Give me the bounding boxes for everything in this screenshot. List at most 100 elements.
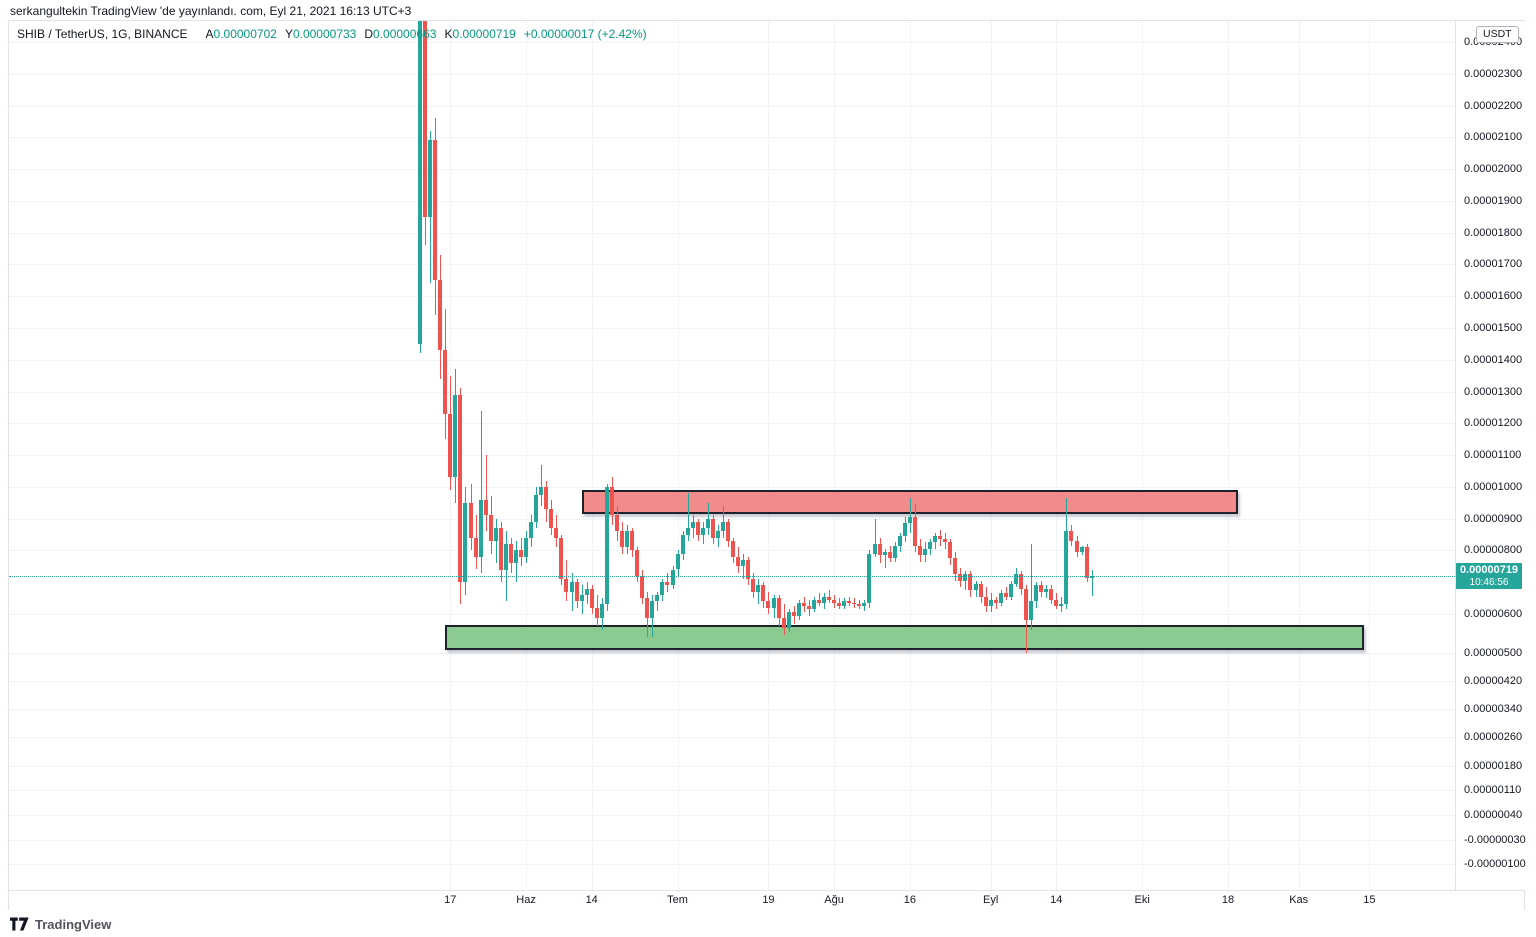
candle-body	[726, 521, 730, 541]
price-tick-label: 0.00000600	[1464, 608, 1523, 620]
v-gridline	[991, 21, 992, 890]
candle-body	[797, 602, 801, 616]
candle-body	[479, 499, 483, 557]
candle-body	[691, 521, 695, 529]
candle-body	[640, 575, 644, 599]
support-box[interactable]	[445, 625, 1365, 650]
h-gridline	[9, 423, 1455, 425]
tradingview-logo-icon[interactable]	[10, 917, 29, 931]
candle-body	[716, 531, 720, 538]
v-gridline	[592, 21, 593, 890]
price-tick-label: 0.00002000	[1464, 163, 1523, 176]
candle-body	[564, 579, 568, 592]
candle-wick	[819, 593, 820, 607]
candle-body	[857, 604, 861, 607]
candle-body	[1024, 588, 1028, 620]
candle-body	[499, 528, 503, 570]
h-gridline	[9, 391, 1455, 393]
symbol-title: SHIB / TetherUS, 1G, BINANCE	[17, 27, 188, 41]
candle-body	[842, 601, 846, 607]
chart-widget: SHIB / TetherUS, 1G, BINANCE A0.00000702 Y…	[8, 20, 1526, 910]
candle-body	[1034, 585, 1038, 602]
candle-body	[837, 602, 841, 607]
candle-body	[469, 502, 473, 538]
candle-body	[787, 612, 791, 628]
candle-body	[605, 486, 609, 605]
h-gridline	[9, 264, 1455, 266]
h-gridline	[9, 105, 1455, 107]
h-gridline	[9, 737, 1455, 739]
candle-body	[883, 552, 887, 556]
price-tick-label: 0.00000260	[1464, 731, 1523, 744]
candle-body	[539, 486, 543, 495]
candle-body	[575, 582, 579, 602]
v-gridline	[1056, 21, 1057, 890]
candle-body	[509, 544, 513, 564]
candle-body	[756, 585, 760, 592]
candle-body	[433, 140, 437, 281]
candle-body	[635, 550, 639, 576]
candle-body	[706, 518, 710, 529]
candle-body	[696, 521, 700, 535]
candle-body	[994, 599, 998, 603]
v-gridline	[1228, 21, 1229, 890]
h-gridline	[9, 296, 1455, 298]
candle-body	[1019, 574, 1023, 589]
h-gridline	[9, 232, 1455, 234]
resistance-box[interactable]	[581, 490, 1239, 514]
candle-body	[1049, 588, 1053, 600]
time-tick-label: Haz	[516, 894, 536, 906]
time-axis[interactable]: 17 Haz 14 Tem 19 Ağu 16 Eyl 14 Eki 18 Kas 15	[9, 890, 1524, 910]
time-tick-label: 15	[1363, 894, 1376, 906]
candle-body	[514, 550, 518, 564]
price-tick-label: 0.00000900	[1464, 512, 1523, 525]
candle-body	[549, 509, 553, 529]
candle-body	[721, 521, 725, 532]
candle-body	[898, 536, 902, 546]
candle-body	[999, 593, 1003, 603]
candle-body	[655, 594, 659, 602]
candle-body	[903, 523, 907, 537]
chart-pane[interactable]: SHIB / TetherUS, 1G, BINANCE A0.00000702 Y…	[9, 21, 1456, 890]
candle-body	[458, 394, 462, 583]
candle-body	[802, 602, 806, 607]
candle-body	[817, 599, 821, 603]
candle-wick	[1092, 569, 1093, 596]
candle-body	[792, 612, 796, 616]
candle-body	[1039, 585, 1043, 592]
time-tick-label: Eyl	[983, 894, 999, 906]
price-tick-label: 0.00000340	[1464, 703, 1523, 716]
candle-body	[862, 602, 866, 607]
v-gridline	[526, 21, 527, 890]
price-tick-label: 0.00002300	[1464, 67, 1523, 80]
candle-body	[736, 556, 740, 567]
price-tick-label: 0.00001400	[1464, 353, 1523, 366]
candle-body	[852, 602, 856, 605]
candle-body	[731, 540, 735, 557]
candle-body	[595, 607, 599, 618]
candle-body	[1014, 574, 1018, 584]
candle-body	[534, 494, 538, 522]
candle-body	[867, 553, 871, 603]
candle-body	[484, 499, 488, 516]
time-tick-label: Kas	[1289, 894, 1309, 906]
candle-body	[1044, 588, 1048, 592]
ohlc-open: A0.00000702	[205, 27, 277, 41]
price-axis[interactable]: USDT 0.00000719 10:46:56 0.000024000.000…	[1456, 21, 1526, 890]
candle-body	[645, 598, 649, 618]
candle-body	[418, 21, 422, 344]
candle-body	[878, 544, 882, 556]
candle-body	[686, 528, 690, 535]
candle-body	[1009, 583, 1013, 597]
candle-body	[630, 531, 634, 551]
tradingview-logo-text[interactable]: TradingView	[35, 916, 112, 932]
last-price-time: 10:46:56	[1469, 577, 1509, 589]
h-gridline	[9, 864, 1455, 866]
h-gridline	[9, 518, 1455, 520]
candle-body	[676, 553, 680, 570]
candle-body	[529, 521, 533, 538]
time-tick-label: 19	[762, 894, 775, 906]
candle-body	[570, 582, 574, 592]
candle-wick	[723, 505, 724, 538]
change-label: +0.00000017 (+2.42%)	[523, 27, 647, 41]
